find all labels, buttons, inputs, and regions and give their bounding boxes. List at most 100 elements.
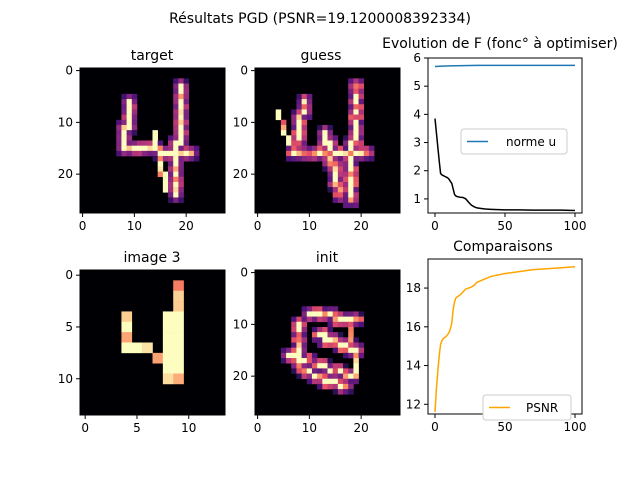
heatmap-cell bbox=[173, 192, 179, 198]
heatmap-cell bbox=[332, 181, 339, 188]
heatmap-cell bbox=[353, 197, 359, 203]
heatmap-cell bbox=[306, 378, 313, 385]
heatmap-cell bbox=[183, 78, 190, 84]
heatmap-cell bbox=[168, 140, 174, 146]
heatmap-cell bbox=[348, 104, 354, 110]
heatmap-cell bbox=[353, 378, 359, 385]
heatmap-cell bbox=[296, 352, 302, 359]
heatmap-cell bbox=[322, 161, 328, 167]
heatmap-cell bbox=[280, 358, 287, 364]
heatmap-cell bbox=[327, 187, 333, 193]
heatmap-cell bbox=[291, 109, 297, 115]
heatmap-cell bbox=[291, 316, 297, 323]
heatmap-cell bbox=[286, 352, 292, 359]
heatmap-cell bbox=[353, 156, 359, 162]
heatmap-cell bbox=[353, 150, 359, 157]
heatmap-cell bbox=[322, 337, 328, 343]
heatmap-cell bbox=[322, 326, 328, 333]
y-tick-label: 16 bbox=[406, 320, 421, 334]
heatmap-cell bbox=[358, 130, 365, 136]
heatmap-cell bbox=[353, 176, 359, 183]
heatmap-cell bbox=[353, 109, 359, 115]
panel-title-init: init bbox=[316, 250, 339, 266]
heatmap-cell bbox=[306, 104, 313, 110]
heatmap-cell bbox=[332, 166, 339, 172]
heatmap-cell bbox=[301, 114, 308, 121]
y-tick-label: 0 bbox=[65, 64, 73, 78]
heatmap-cell bbox=[363, 150, 370, 157]
heatmap-cell bbox=[358, 83, 365, 90]
x-tick-label: 0 bbox=[81, 421, 89, 435]
heatmap-cell bbox=[332, 145, 339, 152]
heatmap-cell bbox=[291, 135, 297, 141]
heatmap-cell bbox=[343, 337, 349, 343]
heatmap-cell bbox=[193, 156, 200, 162]
heatmap-cell bbox=[173, 171, 179, 178]
x-tick-label: 0 bbox=[79, 219, 87, 233]
heatmap-cell bbox=[353, 181, 359, 188]
heatmap-cell bbox=[168, 150, 174, 157]
heatmap-cell bbox=[296, 130, 302, 136]
heatmap-cell bbox=[348, 150, 354, 157]
heatmap-cell bbox=[183, 99, 190, 105]
heatmap-cell bbox=[358, 150, 365, 157]
heatmap-cell bbox=[183, 88, 190, 95]
heatmap-cell bbox=[332, 378, 339, 385]
heatmap-cell bbox=[368, 150, 375, 157]
heatmap-cell bbox=[162, 145, 169, 152]
heatmap-cell bbox=[311, 378, 318, 385]
heatmap-cell bbox=[173, 166, 179, 172]
heatmap-cell bbox=[322, 150, 328, 157]
heatmap-cell bbox=[183, 130, 190, 136]
heatmap-cell bbox=[131, 114, 138, 121]
heatmap-cell bbox=[332, 176, 339, 183]
image-init-frame bbox=[254, 269, 401, 416]
heatmap-cell bbox=[358, 311, 365, 317]
heatmap-cell bbox=[183, 109, 190, 115]
heatmap-cell bbox=[286, 140, 292, 146]
heatmap-cell bbox=[348, 311, 354, 317]
heatmap-cell bbox=[348, 83, 354, 90]
heatmap-cell bbox=[152, 150, 158, 157]
heatmap-cell bbox=[311, 311, 318, 317]
heatmap-cell bbox=[280, 352, 287, 359]
heatmap-cell bbox=[327, 326, 333, 333]
heatmap-cell bbox=[358, 88, 365, 95]
heatmap-cell bbox=[157, 171, 164, 178]
heatmap-cell bbox=[162, 187, 169, 193]
heatmap-cell bbox=[322, 145, 328, 152]
heatmap-cell bbox=[286, 145, 292, 152]
heatmap-cell bbox=[178, 197, 184, 203]
heatmap-cell bbox=[178, 176, 184, 183]
heatmap-cell bbox=[157, 161, 164, 167]
heatmap-cell bbox=[121, 119, 127, 126]
heatmap-cell bbox=[353, 83, 359, 90]
heatmap-cell bbox=[332, 161, 339, 167]
heatmap-cell bbox=[332, 306, 339, 312]
heatmap-cell bbox=[147, 150, 153, 157]
heatmap-cell bbox=[291, 321, 297, 328]
heatmap-cell bbox=[322, 378, 328, 385]
heatmap-cell bbox=[348, 321, 354, 328]
heatmap-cell bbox=[343, 363, 349, 369]
heatmap-cell bbox=[306, 311, 313, 317]
heatmap-cell bbox=[291, 326, 297, 333]
heatmap-cell bbox=[337, 347, 344, 354]
heatmap-cell bbox=[296, 140, 302, 146]
x-tick-label: 0 bbox=[431, 420, 439, 434]
heatmap-cell bbox=[343, 311, 349, 317]
heatmap-cell bbox=[121, 342, 133, 354]
heatmap-cell bbox=[311, 145, 318, 152]
y-tick-label: 0 bbox=[65, 268, 73, 282]
heatmap-cell bbox=[353, 187, 359, 193]
heatmap-cell bbox=[121, 321, 133, 333]
heatmap-cell bbox=[343, 161, 349, 167]
heatmap-cell bbox=[286, 135, 292, 141]
heatmap-cell bbox=[332, 363, 339, 369]
heatmap-cell bbox=[348, 171, 354, 178]
image-init-pixels bbox=[280, 306, 365, 395]
heatmap-cell bbox=[301, 368, 308, 374]
heatmap-cell bbox=[337, 316, 344, 323]
heatmap-cell bbox=[348, 135, 354, 141]
heatmap-cell bbox=[178, 93, 184, 100]
